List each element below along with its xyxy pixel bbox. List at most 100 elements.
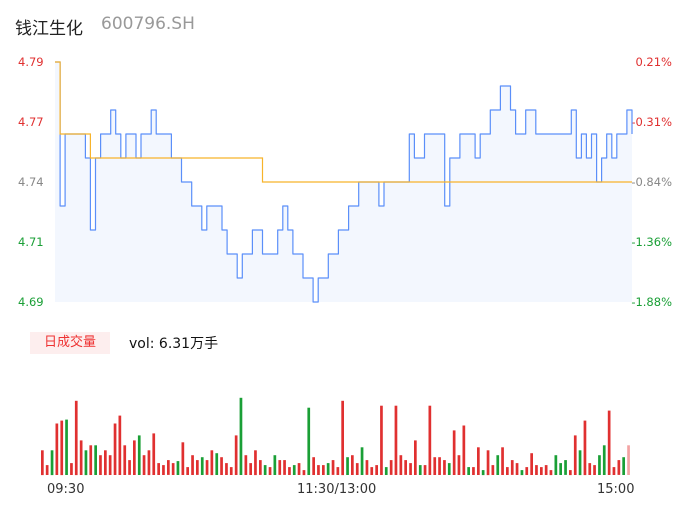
y-left-tick-3: 4.71 xyxy=(18,235,44,249)
volume-bar xyxy=(462,425,466,475)
volume-bar xyxy=(447,463,451,475)
volume-bar xyxy=(414,440,417,475)
volume-bar xyxy=(147,450,151,476)
volume-bar xyxy=(525,467,529,475)
volume-bar xyxy=(220,457,223,475)
volume-bar xyxy=(583,420,587,476)
volume-bar xyxy=(259,460,262,475)
y-right-tick-3: -1.36% xyxy=(631,235,672,249)
volume-bar xyxy=(380,405,383,475)
volume-bar xyxy=(89,445,93,475)
y-left-tick-2: 4.74 xyxy=(18,175,44,189)
volume-bar xyxy=(486,450,490,476)
volume-bar xyxy=(152,433,156,475)
volume-bar xyxy=(520,470,524,476)
volume-bar xyxy=(322,465,325,475)
volume-bar xyxy=(433,457,437,475)
volume-bar xyxy=(622,457,625,475)
stock-name: 钱江生化 xyxy=(15,19,83,39)
volume-bar xyxy=(540,467,543,475)
volume-bar xyxy=(602,445,606,475)
volume-bar xyxy=(326,463,330,475)
volume-bar xyxy=(79,440,83,475)
volume-bar xyxy=(65,419,68,475)
volume-bar xyxy=(297,463,301,475)
volume-bar xyxy=(317,465,320,475)
volume-bar xyxy=(472,467,475,475)
volume-bar xyxy=(176,461,180,475)
volume-bar xyxy=(234,435,238,475)
volume-bar xyxy=(409,463,412,475)
volume-bar xyxy=(108,455,112,475)
volume-bar xyxy=(530,453,533,475)
volume-bar xyxy=(404,460,407,475)
volume-bar xyxy=(341,400,344,476)
volume-badge: 日成交量 xyxy=(30,332,110,354)
y-right-tick-4: -1.88% xyxy=(631,295,672,309)
price-chart-area xyxy=(55,61,633,303)
price-line xyxy=(55,61,633,303)
volume-bar xyxy=(104,450,107,476)
volume-bar xyxy=(181,442,185,475)
volume-bar xyxy=(186,467,189,475)
volume-bar xyxy=(418,465,422,475)
volume-bar xyxy=(254,450,257,476)
volume-bar xyxy=(370,467,374,475)
volume-bar xyxy=(210,450,214,476)
y-right-tick-1: -0.31% xyxy=(631,115,672,129)
volume-bar xyxy=(365,460,369,475)
volume-bar xyxy=(336,467,340,475)
volume-bar xyxy=(544,465,548,475)
volume-bar xyxy=(288,467,291,475)
volume-bar xyxy=(200,457,204,475)
volume-chart-area xyxy=(41,397,630,476)
volume-bar xyxy=(428,405,432,475)
volume-bar xyxy=(45,465,49,475)
volume-bar xyxy=(99,455,102,475)
y-left-tick-4: 4.69 xyxy=(18,295,44,309)
volume-bar xyxy=(283,460,286,475)
volume-bar xyxy=(355,463,359,475)
volume-bar xyxy=(501,447,504,475)
volume-bar xyxy=(278,460,282,475)
volume-bar xyxy=(452,430,456,475)
volume-bar xyxy=(423,465,427,475)
volume-bar xyxy=(94,445,97,475)
volume-bar xyxy=(249,463,252,475)
volume-bar xyxy=(569,470,572,476)
volume-bar xyxy=(481,470,485,476)
volume-bar xyxy=(50,450,54,476)
volume-bar xyxy=(399,455,403,475)
x-tick-open: 09:30 xyxy=(47,482,85,497)
volume-bar xyxy=(457,455,461,475)
volume-bar xyxy=(244,455,248,475)
volume-bar xyxy=(137,435,141,475)
volume-bar xyxy=(346,457,349,475)
volume-bar xyxy=(84,450,88,476)
volume-bar xyxy=(312,457,315,475)
volume-bar xyxy=(239,397,243,475)
volume-bar xyxy=(162,465,165,475)
volume-bar xyxy=(191,455,194,475)
volume-bar xyxy=(60,420,64,476)
x-tick-midday: 11:30/13:00 xyxy=(297,482,377,497)
volume-bar xyxy=(549,470,553,476)
volume-bar xyxy=(617,460,621,475)
volume-label: vol: 6.31万手 xyxy=(129,336,219,352)
volume-bar xyxy=(515,463,519,475)
volume-bar xyxy=(70,463,73,475)
volume-bar xyxy=(113,423,117,475)
volume-bar xyxy=(612,467,616,475)
volume-bar xyxy=(438,457,441,475)
volume-bar xyxy=(229,467,233,475)
volume-bar xyxy=(157,463,160,475)
volume-bar xyxy=(510,460,514,475)
x-tick-close: 15:00 xyxy=(597,482,635,497)
volume-bar xyxy=(41,450,44,476)
volume-bar xyxy=(496,455,500,475)
volume-bar xyxy=(118,415,122,475)
volume-bar xyxy=(588,463,592,475)
volume-bar xyxy=(196,460,199,475)
volume-bar xyxy=(559,463,562,475)
